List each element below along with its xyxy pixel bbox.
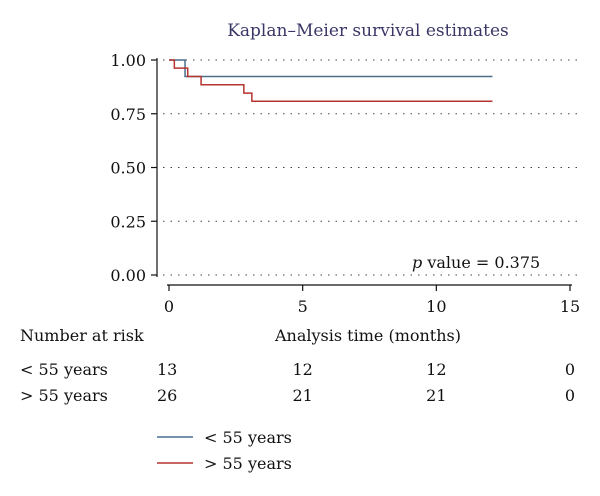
risk-table: < 55 years 13 12 12 0 > 55 years 26 21 21 0 [20,360,575,405]
risk-row-label: > 55 years [20,386,108,405]
risk-row-label: < 55 years [20,360,108,379]
risk-count: 12 [426,360,446,379]
legend-label: < 55 years [204,428,292,447]
grid-lines [163,59,578,276]
risk-count: 26 [157,386,177,405]
legend: < 55 years > 55 years [157,428,292,473]
risk-count: 0 [565,360,575,379]
risk-table-header: Number at risk [20,326,144,345]
risk-count: 21 [292,386,312,405]
risk-count: 13 [157,360,177,379]
axes: 0.00 0.25 0.50 0.75 1.00 0 5 10 15 [110,51,580,316]
x-tick-label: 0 [164,297,174,316]
survival-curves [169,59,493,103]
series-line-under-55 [169,59,493,78]
x-tick-label: 10 [426,297,446,316]
y-tick-label: 0.00 [110,266,146,285]
series-line-over-55 [169,59,493,103]
p-value-annotation: p value = 0.375 [412,253,540,272]
risk-count: 12 [292,360,312,379]
y-tick-label: 0.25 [110,212,146,231]
risk-count: 0 [565,386,575,405]
x-tick-label: 15 [560,297,580,316]
legend-label: > 55 years [204,454,292,473]
y-tick-label: 1.00 [110,51,146,70]
risk-count: 21 [426,386,446,405]
x-tick-label: 5 [298,297,308,316]
x-axis-label: Analysis time (months) [274,326,461,345]
y-tick-label: 0.50 [110,159,146,178]
chart-title: Kaplan–Meier survival estimates [227,21,509,41]
y-tick-label: 0.75 [110,105,146,124]
